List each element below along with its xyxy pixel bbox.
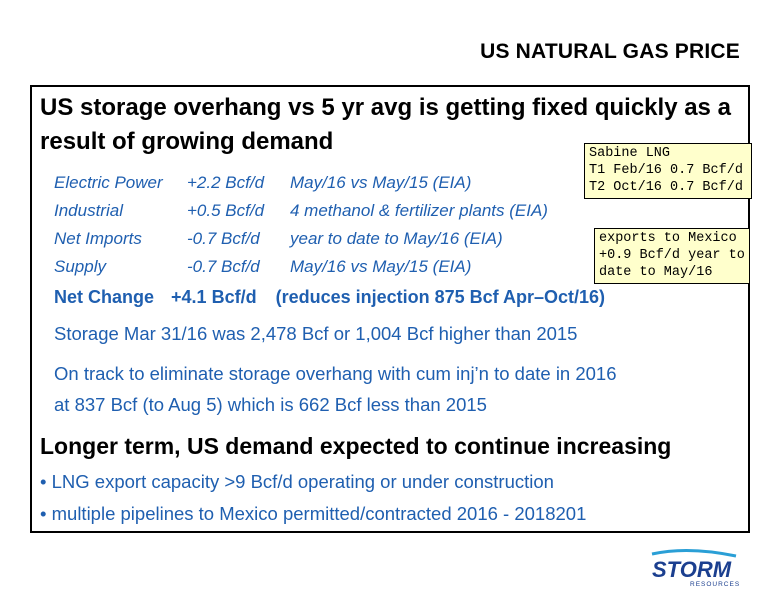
net-change-note: (reduces injection 875 Bcf Apr–Oct/16) bbox=[275, 287, 606, 307]
content-box: US storage overhang vs 5 yr avg is getti… bbox=[30, 85, 750, 533]
storm-logo: STORM RESOURCES bbox=[648, 548, 744, 588]
row-value: -0.7 Bcf/d bbox=[187, 229, 260, 248]
logo-sub: RESOURCES bbox=[690, 581, 740, 588]
note-mexico-exports: exports to Mexico +0.9 Bcf/d year to dat… bbox=[594, 228, 750, 284]
note-line: +0.9 Bcf/d year to bbox=[599, 248, 745, 263]
row-value: -0.7 Bcf/d bbox=[187, 257, 260, 276]
row-note: year to date to May/16 (EIA) bbox=[290, 229, 503, 248]
logo-name: STORM bbox=[652, 557, 732, 582]
row-value: +2.2 Bcf/d bbox=[187, 173, 265, 192]
row-note: 4 methanol & fertilizer plants (EIA) bbox=[290, 201, 548, 220]
note-line: date to May/16 bbox=[599, 265, 713, 280]
bullet-lng: • LNG export capacity >9 Bcf/d operating… bbox=[40, 471, 554, 492]
net-change-value: +4.1 Bcf/d bbox=[171, 287, 257, 307]
net-change-row: Net Change +4.1 Bcf/d (reduces injection… bbox=[54, 287, 605, 308]
track-line-1: On track to eliminate storage overhang w… bbox=[54, 363, 617, 384]
row-label: Supply bbox=[54, 257, 106, 276]
row-value: +0.5 Bcf/d bbox=[187, 201, 265, 220]
row-label: Industrial bbox=[54, 201, 123, 220]
storage-line: Storage Mar 31/16 was 2,478 Bcf or 1,004… bbox=[54, 323, 578, 344]
bullet-pipelines: • multiple pipelines to Mexico permitted… bbox=[40, 503, 587, 524]
row-note: May/16 vs May/15 (EIA) bbox=[290, 173, 472, 192]
row-note: May/16 vs May/15 (EIA) bbox=[290, 257, 472, 276]
net-change-label: Net Change bbox=[54, 287, 155, 307]
note-line: T2 Oct/16 0.7 Bcf/d bbox=[589, 180, 743, 195]
note-sabine-lng: Sabine LNG T1 Feb/16 0.7 Bcf/d T2 Oct/16… bbox=[584, 143, 752, 199]
headline: US storage overhang vs 5 yr avg is getti… bbox=[40, 94, 731, 155]
track-line-2: at 837 Bcf (to Aug 5) which is 662 Bcf l… bbox=[54, 394, 487, 415]
slide-title: US NATURAL GAS PRICE bbox=[480, 40, 740, 63]
note-line: T1 Feb/16 0.7 Bcf/d bbox=[589, 163, 743, 178]
note-line: exports to Mexico bbox=[599, 231, 737, 246]
row-label: Electric Power bbox=[54, 173, 163, 192]
subheading: Longer term, US demand expected to conti… bbox=[40, 433, 672, 459]
row-label: Net Imports bbox=[54, 229, 142, 248]
note-line: Sabine LNG bbox=[589, 146, 671, 161]
